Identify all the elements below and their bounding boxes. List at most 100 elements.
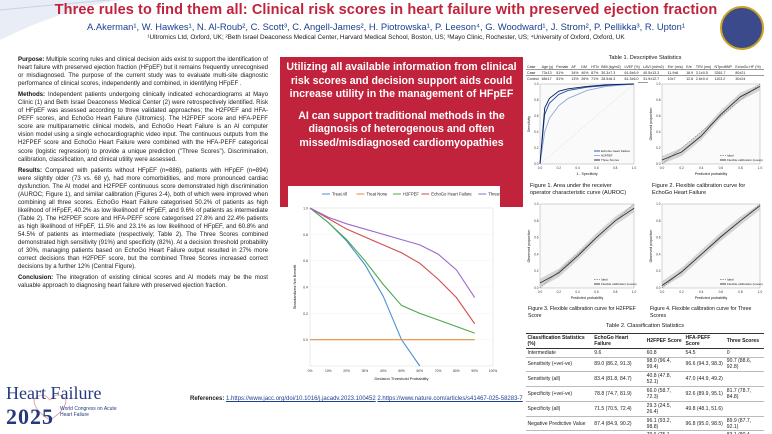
x-tick-label: 0.2 — [679, 166, 684, 170]
university-seal-logo — [720, 6, 764, 50]
dca-series-line — [309, 207, 476, 325]
x-tick-label: 0.6 — [594, 290, 599, 294]
conclusion-heading: Conclusion: — [18, 274, 54, 282]
y-tick-label: 0.6 — [656, 114, 661, 118]
dca-x-tick-label: 90% — [471, 369, 478, 373]
table2-caption: Table 2. Classification Statistics — [605, 323, 685, 329]
table1-cell: 61.5±6.9 — [623, 69, 643, 77]
x-tick-label: 0.6 — [719, 290, 724, 294]
dca-x-tick-label: 60% — [416, 369, 423, 373]
results-heading: Results: — [18, 166, 43, 174]
table2-cell: 98.0 (96.4, 99.4) — [645, 357, 684, 373]
y-axis-label: Observed proportion — [527, 230, 531, 263]
table1-header-cell: BMI (kg/m2) — [600, 64, 624, 71]
table1-cell: 80±21 — [734, 69, 764, 77]
y-tick-label: 0.2 — [656, 269, 661, 273]
table1-cell: 16.9 — [685, 69, 695, 77]
reference-link-1[interactable]: 1.https://www.jacc.org/doi/10.1016/j.jac… — [226, 396, 376, 402]
dca-y-axis-label: Standardized Net Benefit — [292, 264, 297, 309]
table1-cell: 87% — [590, 69, 601, 77]
dca-series-line — [309, 207, 475, 334]
table2-header-cell: Three Scores — [725, 333, 764, 349]
table2-cell: Intermediate — [526, 348, 593, 358]
logo-heart-failure-text: Heart Failure — [6, 383, 102, 403]
dca-legend-label: EchoGo Heart Failure — [431, 192, 472, 197]
x-tick-label: 0.2 — [557, 166, 562, 170]
descriptive-statistics-table: Case Age (y) Female AF DM HTN BMI (kg/m2) LVEF … — [526, 64, 764, 83]
dca-x-tick-label: 100% — [489, 369, 498, 373]
table1-header-cell: TRV (ms) — [694, 64, 714, 71]
table2-header-cell: H2FPEF Score — [645, 333, 684, 349]
series-line — [539, 203, 635, 289]
table2-cell: 9.6 — [592, 348, 646, 358]
dca-legend-label: H2FPEF — [403, 192, 419, 197]
table2-row: Sensitivity (+ve/-ve) 89.0 (86.2, 91.3) 98… — [526, 357, 764, 373]
legend-label: Ideal — [727, 278, 734, 282]
y-tick-label: 0.2 — [656, 146, 661, 150]
table1-header-cell: Age (y) — [540, 64, 556, 71]
table2-cell: Positive Predictive Value — [526, 430, 593, 434]
series-line — [539, 83, 635, 165]
y-tick-label: 0.4 — [534, 130, 539, 134]
table2-row: Specificity (+ve/-ve) 78.8 (74.7, 81.9) 66… — [526, 386, 764, 402]
x-tick-label: 0.2 — [557, 290, 562, 294]
heart-failure-2025-logo — [33, 394, 67, 421]
y-tick-label: 0.0 — [656, 286, 661, 290]
table2-cell: 87.4 (84.9, 90.2) — [592, 416, 646, 432]
x-tick-label: 1.0 — [632, 290, 637, 294]
reference-link-2[interactable]: 2.https://www.nature.com/articles/s41467… — [377, 396, 523, 402]
table2-cell: 47.0 (44.9, 49.2) — [684, 371, 726, 388]
series-line — [539, 83, 635, 165]
conclusion-section: Conclusion: The integration of existing … — [18, 274, 268, 290]
corner-swoosh-decoration — [0, 0, 120, 40]
x-tick-label: 1.0 — [632, 166, 637, 170]
table2-cell: 54.5 — [684, 348, 726, 358]
conclusion-text: The integration of existing clinical sco… — [18, 274, 268, 290]
table2-cell: Negative Predictive Value — [526, 416, 593, 432]
table2-cell: 92.6 (89.9, 95.1) — [684, 386, 726, 402]
table2-row: Specificity (all) 71.5 (70.5, 72.4) 29.3 (… — [526, 401, 764, 417]
table1-caption: Table 1. Descriptive Statistics — [608, 55, 682, 61]
purpose-section: Purpose: Multiple scoring rules and clin… — [18, 56, 268, 88]
figure1-caption: Figure 1. Area under the receiver operat… — [530, 183, 627, 196]
table2-cell: Specificity (+ve/-ve) — [526, 386, 593, 402]
author-list: A.Akerman¹, W. Hawkes¹, N. Al-Roub², C. … — [87, 21, 685, 32]
dca-x-tick-label: 20% — [343, 369, 350, 373]
dca-y-tick-label: 0.0 — [303, 338, 308, 342]
dca-x-tick-label: 0% — [308, 369, 313, 373]
x-tick-label: 0.0 — [660, 166, 665, 170]
dca-x-tick-label: 80% — [453, 369, 460, 373]
table2-header-cell: HFA-PEFF Score — [684, 333, 726, 349]
y-tick-label: 0.2 — [534, 269, 539, 273]
dca-x-tick-label: 30% — [362, 369, 369, 373]
dca-y-tick-label: 1.0 — [303, 207, 308, 211]
table2-body: Intermediate 9.6 60.8 54.5 0 Sensitivity (+ve… — [526, 348, 764, 434]
dca-x-tick-label: 70% — [435, 369, 442, 373]
references-label: References: — [190, 396, 225, 402]
x-tick-label: 1.0 — [758, 166, 763, 170]
series-line — [661, 83, 761, 165]
table2-cell: 96.6 (94.3, 98.3) — [684, 357, 726, 373]
table1-header-cell: HTN — [590, 64, 601, 71]
methods-text: Independent patients undergoing clinical… — [18, 91, 268, 163]
abstract-column: Purpose: Multiple scoring rules and clin… — [18, 56, 268, 293]
x-tick-label: 0.4 — [699, 166, 704, 170]
key-message-2: AI can support traditional methods in th… — [298, 109, 505, 149]
legend-label: EchoGo Heart Failure — [601, 149, 630, 153]
table2-cell: 89.9 (87.7, 92.1) — [725, 416, 764, 432]
table2-row: Negative Predictive Value 87.4 (84.9, 90.… — [526, 416, 764, 432]
purpose-heading: Purpose: — [18, 56, 45, 63]
x-tick-label: 0.0 — [660, 290, 665, 294]
table1-cell: 40.5±13.3 — [642, 69, 667, 77]
table1-header-row: Case Age (y) Female AF DM HTN BMI (kg/m2) LVEF … — [526, 64, 764, 71]
classification-statistics-table: Classification Statistics (%) EchoGo Hear… — [526, 333, 764, 434]
table1-cell: 34% — [570, 69, 581, 77]
y-tick-label: 0.8 — [656, 98, 661, 102]
y-tick-label: 1.0 — [534, 202, 539, 206]
dca-series-line — [309, 207, 476, 298]
table2-row: Intermediate 9.6 60.8 54.5 0 — [526, 348, 764, 358]
y-tick-label: 1.0 — [534, 82, 539, 86]
legend-label: H2FPEF — [601, 154, 613, 158]
legend-label: Flexible calibration (Loess) — [727, 158, 763, 162]
